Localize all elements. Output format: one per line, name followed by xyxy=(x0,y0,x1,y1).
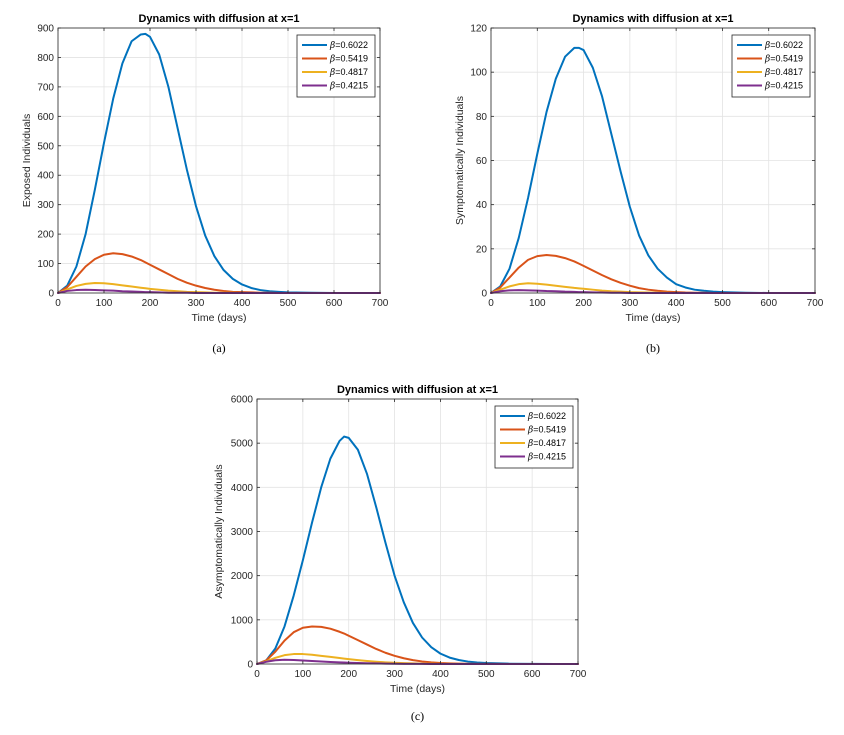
subfigure-caption: (b) xyxy=(646,341,660,355)
chart-panel-b: 0 100 200 300 400 500 600 700 0 20 40 60 80 100 120 Dyn… xyxy=(454,13,824,355)
legend: β=0.6022 β=0.5419 β=0.4817 β=0.4215 xyxy=(494,405,574,469)
y-tick-label: 500 xyxy=(37,141,54,152)
legend-label: β=0.6022 xyxy=(527,411,566,422)
x-tick-label: 700 xyxy=(570,669,587,680)
y-tick-label: 0 xyxy=(247,660,253,671)
y-tick-label: 400 xyxy=(37,171,54,182)
y-tick-label: 1000 xyxy=(231,615,254,626)
legend-label: β=0.4215 xyxy=(329,81,368,92)
y-tick-label: 100 xyxy=(470,68,487,79)
y-tick-label: 4000 xyxy=(231,483,254,494)
x-axis-label: Time (days) xyxy=(191,312,246,324)
y-tick-label: 0 xyxy=(48,289,54,300)
y-axis-label: Asymptomatically Individuals xyxy=(213,464,225,598)
subfigure-caption: (c) xyxy=(411,709,424,723)
legend: β=0.6022 β=0.5419 β=0.4817 β=0.4215 xyxy=(731,34,811,98)
x-tick-label: 0 xyxy=(254,669,260,680)
y-axis-label: Symptomatically Individuals xyxy=(454,96,466,225)
y-tick-label: 100 xyxy=(37,259,54,270)
y-tick-label: 60 xyxy=(476,156,488,167)
y-tick-label: 0 xyxy=(481,289,487,300)
x-tick-label: 200 xyxy=(142,298,159,309)
y-tick-label: 600 xyxy=(37,112,54,123)
x-tick-label: 500 xyxy=(478,669,495,680)
x-tick-label: 300 xyxy=(386,669,403,680)
series-line xyxy=(57,32,381,294)
legend-label: β=0.4817 xyxy=(764,67,803,78)
subfigure-caption: (a) xyxy=(212,341,225,355)
legend-label: β=0.4817 xyxy=(329,67,368,78)
x-tick-label: 700 xyxy=(372,298,389,309)
y-tick-label: 300 xyxy=(37,200,54,211)
x-tick-label: 300 xyxy=(622,298,639,309)
legend-label: β=0.5419 xyxy=(527,425,566,436)
y-tick-label: 5000 xyxy=(231,439,254,450)
x-tick-label: 400 xyxy=(234,298,251,309)
x-tick-label: 100 xyxy=(96,298,113,309)
x-tick-label: 600 xyxy=(760,298,777,309)
y-tick-label: 40 xyxy=(476,200,488,211)
x-tick-label: 600 xyxy=(326,298,343,309)
x-axis-label: Time (days) xyxy=(625,312,680,324)
legend-label: β=0.4817 xyxy=(527,438,566,449)
y-tick-label: 80 xyxy=(476,112,488,123)
x-tick-label: 0 xyxy=(488,298,494,309)
x-tick-label: 100 xyxy=(529,298,546,309)
y-tick-label: 120 xyxy=(470,24,487,35)
x-tick-label: 300 xyxy=(188,298,205,309)
legend-label: β=0.4215 xyxy=(527,452,566,463)
chart-title: Dynamics with diffusion at x=1 xyxy=(337,384,498,396)
y-tick-label: 2000 xyxy=(231,571,254,582)
x-tick-label: 400 xyxy=(668,298,685,309)
chart-panel-c: 0 100 200 300 400 500 600 700 0 1000 2000 3000 4000 5… xyxy=(213,384,587,723)
legend: β=0.6022 β=0.5419 β=0.4817 β=0.4215 xyxy=(296,34,376,98)
y-tick-label: 200 xyxy=(37,230,54,241)
x-tick-label: 100 xyxy=(295,669,312,680)
x-tick-label: 400 xyxy=(432,669,449,680)
chart-title: Dynamics with diffusion at x=1 xyxy=(138,13,299,25)
legend-label: β=0.6022 xyxy=(329,40,368,51)
series-line xyxy=(490,46,816,294)
legend-label: β=0.5419 xyxy=(329,54,368,65)
series-line xyxy=(256,435,579,665)
y-axis-label: Exposed Individuals xyxy=(21,114,33,207)
axes-box xyxy=(57,27,381,294)
x-tick-label: 0 xyxy=(55,298,61,309)
legend-label: β=0.6022 xyxy=(764,40,803,51)
y-tick-label: 6000 xyxy=(231,395,254,406)
x-tick-label: 600 xyxy=(524,669,541,680)
legend-label: β=0.5419 xyxy=(764,54,803,65)
y-tick-label: 700 xyxy=(37,82,54,93)
y-tick-label: 3000 xyxy=(231,527,254,538)
legend-label: β=0.4215 xyxy=(764,81,803,92)
y-tick-label: 800 xyxy=(37,53,54,64)
x-axis-label: Time (days) xyxy=(390,683,445,695)
chart-title: Dynamics with diffusion at x=1 xyxy=(572,13,733,25)
y-tick-label: 900 xyxy=(37,24,54,35)
y-tick-label: 20 xyxy=(476,244,488,255)
x-tick-label: 500 xyxy=(280,298,297,309)
chart-panel-a: 0 100 200 300 400 500 600 700 0 100 200 300 400 500 60… xyxy=(21,13,389,355)
x-tick-label: 700 xyxy=(807,298,824,309)
x-tick-label: 200 xyxy=(575,298,592,309)
x-tick-label: 200 xyxy=(340,669,357,680)
x-tick-label: 500 xyxy=(714,298,731,309)
